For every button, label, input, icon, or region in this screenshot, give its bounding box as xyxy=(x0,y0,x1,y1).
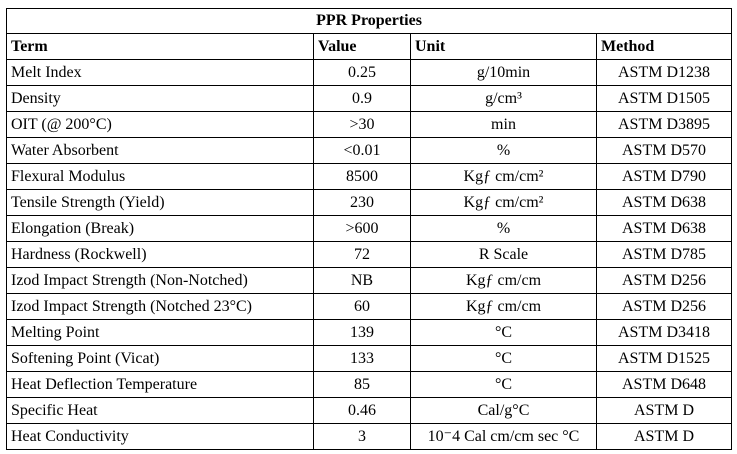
cell-value: 72 xyxy=(313,241,411,268)
cell-unit: g/cm³ xyxy=(410,85,597,112)
cell-term: Density xyxy=(6,85,314,112)
cell-unit: R Scale xyxy=(410,241,597,268)
cell-value: 0.46 xyxy=(313,397,411,424)
cell-unit: Kgƒ cm/cm² xyxy=(410,163,597,190)
cell-method: ASTM D256 xyxy=(595,267,733,294)
cell-unit: g/10min xyxy=(410,59,597,86)
cell-term: Heat Conductivity xyxy=(6,423,314,450)
cell-unit: % xyxy=(410,215,597,242)
cell-term: Water Absorbent xyxy=(6,137,314,164)
table-row: Heat Deflection Temperature 85 °C ASTM D… xyxy=(6,371,733,398)
table-header-row: Term Value Unit Method xyxy=(6,33,733,60)
table-row: Elongation (Break) >600 % ASTM D638 xyxy=(6,215,733,242)
table-row: Softening Point (Vicat) 133 °C ASTM D152… xyxy=(6,345,733,372)
table-row: Flexural Modulus 8500 Kgƒ cm/cm² ASTM D7… xyxy=(6,163,733,190)
cell-value: 85 xyxy=(313,371,411,398)
cell-term: Tensile Strength (Yield) xyxy=(6,189,314,216)
header-term: Term xyxy=(6,33,314,60)
table-row: Tensile Strength (Yield) 230 Kgƒ cm/cm² … xyxy=(6,189,733,216)
cell-method: ASTM D3418 xyxy=(595,319,733,346)
cell-unit: °C xyxy=(410,319,597,346)
ppr-properties-table: PPR Properties Term Value Unit Method Me… xyxy=(5,8,733,450)
table-row: Specific Heat 0.46 Cal/g°C ASTM D xyxy=(6,397,733,424)
cell-method: ASTM D638 xyxy=(595,189,733,216)
cell-term: OIT (@ 200°C) xyxy=(6,111,314,138)
table-row: OIT (@ 200°C) >30 min ASTM D3895 xyxy=(6,111,733,138)
cell-unit: min xyxy=(410,111,597,138)
cell-method: ASTM D1238 xyxy=(595,59,733,86)
table-row: Heat Conductivity 3 10⁻4 Cal cm/cm sec °… xyxy=(6,423,733,450)
cell-unit: 10⁻4 Cal cm/cm sec °C xyxy=(410,423,597,450)
cell-value: 133 xyxy=(313,345,411,372)
cell-method: ASTM D648 xyxy=(595,371,733,398)
cell-unit: Kgƒ cm/cm xyxy=(410,267,597,294)
cell-term: Elongation (Break) xyxy=(6,215,314,242)
cell-unit: Kgƒ cm/cm² xyxy=(410,189,597,216)
cell-value: 3 xyxy=(313,423,411,450)
table-row: Hardness (Rockwell) 72 R Scale ASTM D785 xyxy=(6,241,733,268)
table-row: Density 0.9 g/cm³ ASTM D1505 xyxy=(6,85,733,112)
cell-value: 60 xyxy=(313,293,411,320)
cell-method: ASTM D1505 xyxy=(595,85,733,112)
cell-method: ASTM D1525 xyxy=(595,345,733,372)
cell-term: Melt Index xyxy=(6,59,314,86)
cell-term: Flexural Modulus xyxy=(6,163,314,190)
cell-value: 0.25 xyxy=(313,59,411,86)
cell-value: >600 xyxy=(313,215,411,242)
header-method: Method xyxy=(595,33,733,60)
cell-term: Heat Deflection Temperature xyxy=(6,371,314,398)
cell-method: ASTM D256 xyxy=(595,293,733,320)
cell-unit: % xyxy=(410,137,597,164)
cell-term: Melting Point xyxy=(6,319,314,346)
table-row: Izod Impact Strength (Non-Notched) NB Kg… xyxy=(6,267,733,294)
cell-method: ASTM D3895 xyxy=(595,111,733,138)
cell-unit: °C xyxy=(410,371,597,398)
cell-term: Izod Impact Strength (Notched 23°C) xyxy=(6,293,314,320)
cell-term: Izod Impact Strength (Non-Notched) xyxy=(6,267,314,294)
cell-value: <0.01 xyxy=(313,137,411,164)
cell-method: ASTM D638 xyxy=(595,215,733,242)
cell-method: ASTM D xyxy=(595,397,733,424)
ppr-properties-container: PPR Properties Term Value Unit Method Me… xyxy=(5,8,733,450)
table-row: Izod Impact Strength (Notched 23°C) 60 K… xyxy=(6,293,733,320)
cell-value: 230 xyxy=(313,189,411,216)
cell-value: 0.9 xyxy=(313,85,411,112)
table-title-row: PPR Properties xyxy=(5,8,733,34)
cell-method: ASTM D xyxy=(595,423,733,450)
cell-value: 139 xyxy=(313,319,411,346)
table-row: Water Absorbent <0.01 % ASTM D570 xyxy=(6,137,733,164)
header-unit: Unit xyxy=(410,33,597,60)
cell-term: Softening Point (Vicat) xyxy=(6,345,314,372)
cell-term: Specific Heat xyxy=(6,397,314,424)
cell-unit: °C xyxy=(410,345,597,372)
cell-value: >30 xyxy=(313,111,411,138)
header-value: Value xyxy=(313,33,411,60)
table-title: PPR Properties xyxy=(5,8,733,34)
cell-value: 8500 xyxy=(313,163,411,190)
cell-unit: Kgƒ cm/cm xyxy=(410,293,597,320)
cell-method: ASTM D570 xyxy=(595,137,733,164)
cell-unit: Cal/g°C xyxy=(410,397,597,424)
cell-method: ASTM D785 xyxy=(595,241,733,268)
cell-term: Hardness (Rockwell) xyxy=(6,241,314,268)
cell-value: NB xyxy=(313,267,411,294)
table-row: Melt Index 0.25 g/10min ASTM D1238 xyxy=(6,59,733,86)
table-row: Melting Point 139 °C ASTM D3418 xyxy=(6,319,733,346)
cell-method: ASTM D790 xyxy=(595,163,733,190)
